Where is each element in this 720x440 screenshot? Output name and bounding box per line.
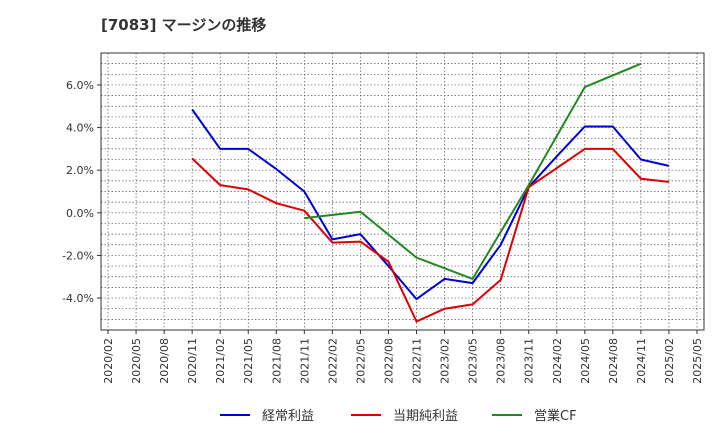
legend-label: 経常利益	[262, 409, 314, 424]
y-tick-label: 2.0%	[66, 164, 94, 177]
x-tick-label: 2024/11	[635, 338, 648, 384]
series-line	[304, 62, 642, 280]
x-tick-label: 2021/05	[242, 338, 255, 384]
x-tick-label: 2022/11	[411, 338, 424, 384]
x-tick-label: 2020/02	[102, 338, 115, 384]
x-tick-label: 2021/11	[298, 338, 311, 384]
x-tick-label: 2024/02	[551, 338, 564, 384]
x-tick-label: 2025/02	[663, 338, 676, 384]
x-tick-label: 2022/05	[354, 338, 367, 384]
series-lines	[191, 62, 670, 323]
x-tick-label: 2023/02	[439, 338, 452, 384]
x-tick-label: 2022/08	[382, 338, 395, 384]
legend-label: 当期純利益	[393, 409, 458, 424]
series-line	[191, 108, 670, 301]
y-tick-label: 4.0%	[66, 122, 94, 135]
x-tick-label: 2025/05	[691, 338, 704, 384]
x-tick-label: 2021/02	[214, 338, 227, 384]
chart-title: [7083] マージンの推移	[101, 16, 267, 34]
x-tick-label: 2022/02	[326, 338, 339, 384]
y-axis-ticks: 6.0% 4.0% 2.0% 0.0% -2.0% -4.0%	[62, 79, 101, 305]
x-tick-label: 2023/05	[467, 338, 480, 384]
x-axis-ticks: 2020/02 2020/05 2020/08 2020/11 2021/02 2021/…	[102, 330, 704, 384]
x-tick-label: 2023/08	[495, 338, 508, 384]
x-tick-label: 2020/11	[186, 338, 199, 384]
y-tick-label: 6.0%	[66, 79, 94, 92]
x-tick-label: 2021/08	[270, 338, 283, 384]
y-tick-label: 0.0%	[66, 207, 94, 220]
plot-frame	[100, 52, 705, 331]
x-tick-label: 2024/08	[607, 338, 620, 384]
legend: 経常利益 当期純利益 営業CF	[220, 408, 577, 424]
x-tick-label: 2020/08	[158, 338, 171, 384]
x-tick-label: 2023/11	[523, 338, 536, 384]
legend-label: 営業CF	[534, 408, 577, 424]
x-tick-label: 2020/05	[130, 338, 143, 384]
series-line	[191, 147, 670, 323]
y-tick-label: -2.0%	[62, 249, 94, 262]
x-tick-label: 2024/05	[579, 338, 592, 384]
y-tick-label: -4.0%	[62, 292, 94, 305]
grid-lines	[101, 53, 704, 330]
